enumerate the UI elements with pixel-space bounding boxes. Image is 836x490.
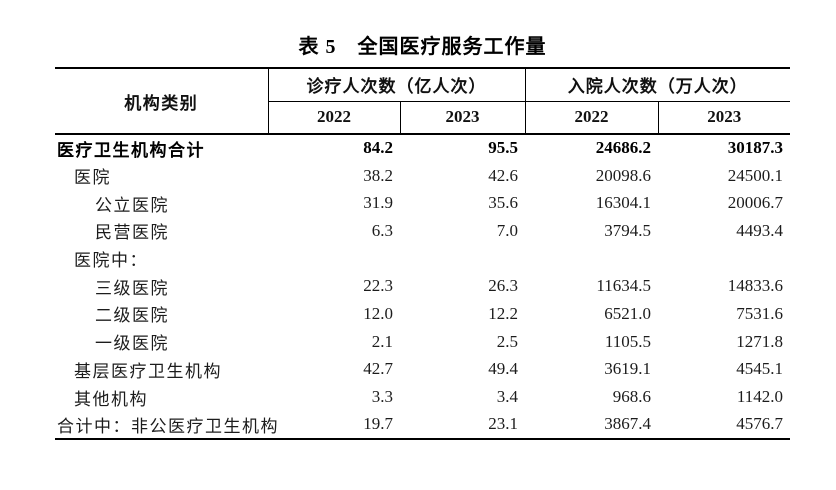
col-group-inpatient-admissions: 入院人次数（万人次）	[524, 68, 790, 102]
cell-value: 7531.6	[736, 303, 783, 323]
cell-value: 23.1	[488, 414, 518, 434]
cell-value: 12.2	[488, 303, 518, 323]
cell-value: 14833.6	[727, 276, 783, 296]
cell-value: 19.7	[363, 414, 393, 434]
cell-value: 3619.1	[604, 359, 651, 379]
col-header-outpatient-2023: 2023	[399, 101, 525, 135]
cell-value: 6.3	[371, 220, 393, 240]
cell-value: 2.5	[496, 331, 518, 351]
col-header-inpatient-2023: 2023	[657, 101, 790, 135]
cell-value: 95.5	[488, 138, 518, 158]
cell-value: 6521.0	[604, 303, 651, 323]
cell-value: 3.4	[496, 387, 518, 407]
cell-value: 968.6	[612, 387, 651, 407]
cell-value: 31.9	[363, 193, 393, 213]
cell-value: 16304.1	[595, 193, 651, 213]
cell-value: 30187.3	[727, 138, 783, 158]
table-row: 医院 38.2 42.6 20098.6 24500.1	[55, 162, 790, 190]
cell-value: 35.6	[488, 193, 518, 213]
cell-value: 3.3	[371, 387, 393, 407]
cell-value	[400, 245, 525, 273]
row-label: 其他机构	[74, 389, 148, 409]
medical-service-workload-table: 机构类别 诊疗人次数（亿人次） 入院人次数（万人次） 2022 2023 202…	[55, 67, 790, 440]
row-label: 合计中：非公医疗卫生机构	[57, 416, 279, 436]
table-row: 公立医院 31.9 35.6 16304.1 20006.7	[55, 189, 790, 217]
header-group-row: 机构类别 诊疗人次数（亿人次） 入院人次数（万人次）	[55, 68, 790, 135]
cell-value: 4545.1	[736, 359, 783, 379]
cell-value: 4493.4	[736, 220, 783, 240]
table-row: 一级医院 2.1 2.5 1105.5 1271.8	[55, 328, 790, 356]
row-label: 一级医院	[95, 334, 169, 354]
table-row: 其他机构 3.3 3.4 968.6 1142.0	[55, 383, 790, 411]
cell-value: 20098.6	[595, 165, 651, 185]
cell-value: 7.0	[496, 220, 518, 240]
cell-value: 11634.5	[596, 276, 651, 296]
cell-value: 24500.1	[727, 165, 783, 185]
col-group-outpatient-visits: 诊疗人次数（亿人次）	[268, 68, 525, 102]
col-header-category: 机构类别	[55, 68, 269, 135]
table-header: 机构类别 诊疗人次数（亿人次） 入院人次数（万人次） 2022 2023 202…	[55, 68, 790, 135]
table-row: 三级医院 22.3 26.3 11634.5 14833.6	[55, 272, 790, 300]
col-header-inpatient-2022: 2022	[524, 101, 658, 135]
cell-value: 12.0	[363, 303, 393, 323]
row-label: 医院中：	[74, 251, 148, 271]
row-label: 二级医院	[95, 306, 169, 326]
cell-value: 3867.4	[604, 414, 651, 434]
cell-value	[658, 245, 790, 273]
row-label: 三级医院	[95, 278, 169, 298]
cell-value	[268, 245, 400, 273]
cell-value: 42.6	[488, 165, 518, 185]
cell-value: 26.3	[488, 276, 518, 296]
row-label: 公立医院	[95, 195, 169, 215]
table-row: 医院中：	[55, 245, 790, 273]
cell-value: 24686.2	[595, 138, 651, 158]
col-header-outpatient-2022: 2022	[267, 101, 400, 135]
table-row: 医疗卫生机构合计 84.2 95.5 24686.2 30187.3	[55, 134, 790, 162]
table-body: 医疗卫生机构合计 84.2 95.5 24686.2 30187.3 医院 38.2 42.6…	[55, 134, 790, 439]
table-row: 基层医疗卫生机构 42.7 49.4 3619.1 4545.1	[55, 356, 790, 384]
table-row: 合计中：非公医疗卫生机构 19.7 23.1 3867.4 4576.7	[55, 411, 790, 439]
table-row: 民营医院 6.3 7.0 3794.5 4493.4	[55, 217, 790, 245]
cell-value	[525, 245, 658, 273]
table-title: 表 5 全国医疗服务工作量	[298, 36, 547, 58]
row-label: 医疗卫生机构合计	[57, 140, 205, 160]
cell-value: 84.2	[363, 138, 393, 158]
cell-value: 3794.5	[604, 220, 651, 240]
row-label: 医院	[74, 168, 111, 188]
cell-value: 20006.7	[727, 193, 783, 213]
cell-value: 49.4	[488, 359, 518, 379]
cell-value: 1271.8	[736, 331, 783, 351]
cell-value: 22.3	[363, 276, 393, 296]
table-row: 二级医院 12.0 12.2 6521.0 7531.6	[55, 300, 790, 328]
cell-value: 4576.7	[736, 414, 783, 434]
cell-value: 2.1	[371, 331, 393, 351]
row-label: 基层医疗卫生机构	[74, 361, 222, 381]
cell-value: 1105.5	[604, 331, 651, 351]
row-label: 民营医院	[95, 223, 169, 243]
cell-value: 38.2	[363, 165, 393, 185]
cell-value: 1142.0	[736, 387, 783, 407]
header-year-row: 2022 2023 2022 2023	[55, 101, 790, 135]
cell-value: 42.7	[363, 359, 393, 379]
